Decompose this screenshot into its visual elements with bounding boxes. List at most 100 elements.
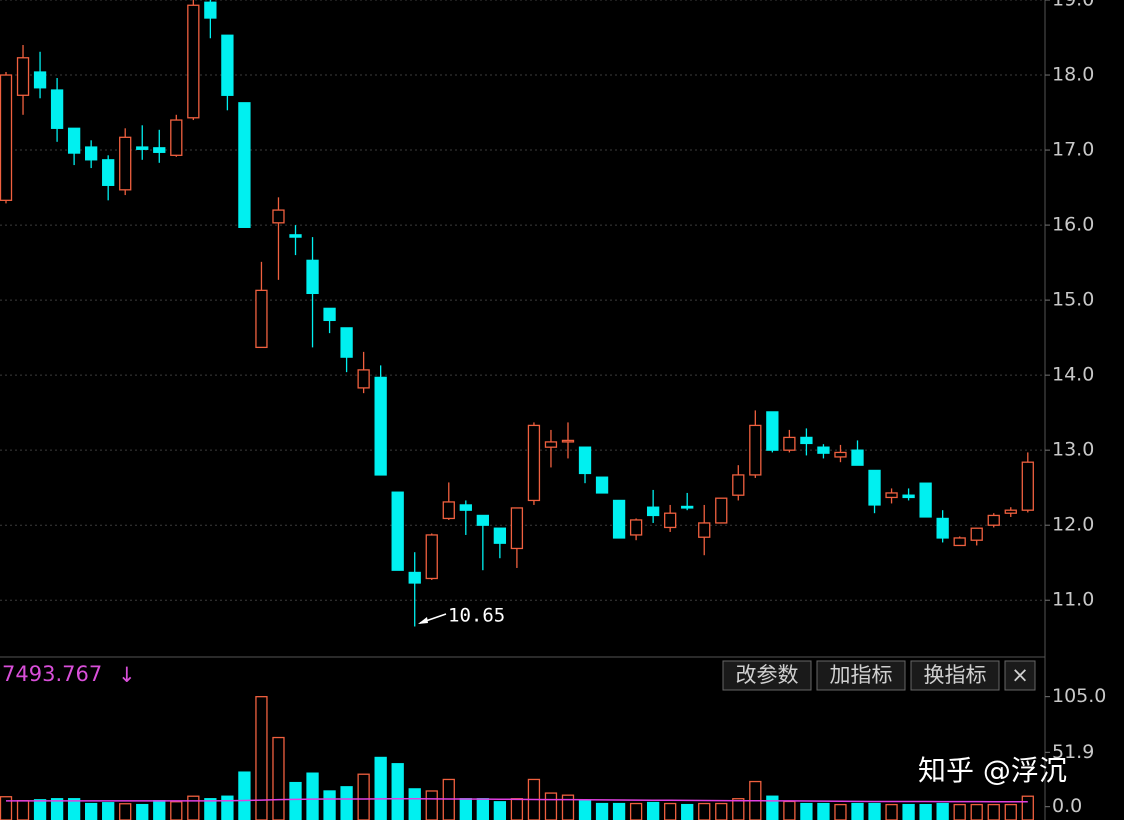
volume-bar	[391, 763, 404, 820]
candle-body	[442, 501, 455, 520]
indicator-arrow: ↓	[118, 663, 136, 687]
volume-bar	[306, 772, 319, 820]
candle-body	[612, 499, 626, 539]
volume-bar	[595, 802, 609, 820]
candle-body	[204, 1, 217, 19]
candle-body	[340, 327, 353, 358]
volume-bar	[119, 803, 132, 820]
y-tick-label: 13.0	[1052, 439, 1094, 461]
volume-bar	[323, 790, 336, 820]
button[interactable]: 改参数	[722, 660, 812, 691]
volume-bar	[698, 802, 711, 820]
volume-bar	[459, 798, 472, 820]
volume-bar	[919, 803, 932, 820]
volume-bar	[817, 802, 830, 820]
y-tick-label: 16.0	[1052, 214, 1094, 236]
candle-body	[85, 146, 98, 161]
candle-body	[595, 476, 609, 494]
volume-bar	[289, 781, 302, 820]
candle-body	[851, 449, 864, 466]
volume-bar	[681, 803, 694, 820]
volume-bar	[783, 800, 796, 820]
candle-body	[544, 441, 558, 448]
annotation-arrowhead	[418, 617, 428, 624]
volume-bar	[732, 798, 745, 820]
y-tick-label: 51.9	[1052, 741, 1094, 763]
y-tick-label: 105.0	[1052, 685, 1106, 707]
volume-bar	[33, 799, 47, 820]
volume-bar	[85, 802, 98, 820]
volume-bar	[357, 773, 370, 820]
volume-bar	[408, 788, 421, 820]
candle-body	[272, 209, 285, 224]
candle-body	[221, 34, 234, 96]
volume-bar	[868, 802, 881, 820]
y-tick-label: 19.0	[1052, 0, 1094, 11]
candle-body	[561, 439, 575, 443]
candle-body	[732, 474, 745, 496]
candle-body	[306, 259, 319, 295]
candle-body	[800, 436, 813, 445]
candle-body	[646, 506, 660, 517]
button-label[interactable]: 加指标	[830, 663, 893, 687]
y-tick-label: 15.0	[1052, 289, 1094, 311]
volume-bar	[715, 802, 728, 820]
volume-bar	[272, 736, 285, 820]
volume-bar	[67, 798, 81, 820]
button[interactable]: 加指标	[816, 660, 906, 691]
candle-body	[868, 469, 881, 506]
volume-bar	[629, 802, 643, 820]
candle-body	[323, 307, 336, 322]
volume-bar	[578, 800, 592, 820]
candle-body	[936, 517, 949, 539]
volume-bar	[834, 803, 847, 820]
watermark: 知乎 @浮沉	[918, 754, 1067, 787]
volume-bar	[851, 802, 864, 820]
candle-body	[698, 522, 711, 538]
volume-bar	[987, 803, 1000, 820]
volume-bar	[340, 786, 353, 820]
volume-bar	[136, 803, 149, 820]
indicator-value: 7493.767	[2, 662, 102, 686]
close-button[interactable]: ×	[1004, 660, 1036, 691]
candle-body	[987, 514, 1000, 526]
candle-body	[681, 505, 694, 509]
candle-body	[783, 436, 796, 451]
volume-bar	[374, 756, 387, 820]
volume-bar	[902, 803, 915, 820]
button[interactable]: 换指标	[910, 660, 1000, 691]
volume-bar	[221, 795, 234, 820]
button-label[interactable]: ×	[1011, 663, 1029, 687]
volume-bar	[1021, 795, 1034, 820]
volume-bar	[50, 798, 64, 820]
candle-body	[187, 4, 200, 119]
candle-body	[102, 159, 115, 186]
candle-body	[834, 451, 847, 458]
candle-body	[391, 491, 404, 571]
volume-bar	[1004, 803, 1017, 820]
volume-bar	[885, 803, 898, 820]
y-tick-label: 17.0	[1052, 139, 1094, 161]
volume-bar	[102, 802, 115, 820]
candle-body	[919, 482, 932, 518]
volume-bar	[766, 795, 779, 820]
candle-body	[817, 446, 830, 454]
y-tick-label: 14.0	[1052, 364, 1094, 386]
candle-body	[749, 424, 762, 476]
candle-body	[67, 127, 81, 154]
button-label[interactable]: 换指标	[924, 663, 987, 687]
candle-body	[374, 376, 387, 476]
y-tick-label: 12.0	[1052, 514, 1094, 536]
candle-body	[578, 446, 592, 475]
button-label[interactable]: 改参数	[736, 663, 799, 687]
volume-bar	[425, 790, 438, 820]
volume-bar	[936, 802, 949, 820]
volume-bar	[664, 802, 677, 820]
candle-body	[289, 234, 302, 238]
candle-body	[493, 527, 507, 544]
candle-body	[766, 411, 779, 451]
volume-bar	[646, 801, 660, 820]
candle-body	[629, 519, 643, 536]
candle-body	[33, 71, 47, 89]
